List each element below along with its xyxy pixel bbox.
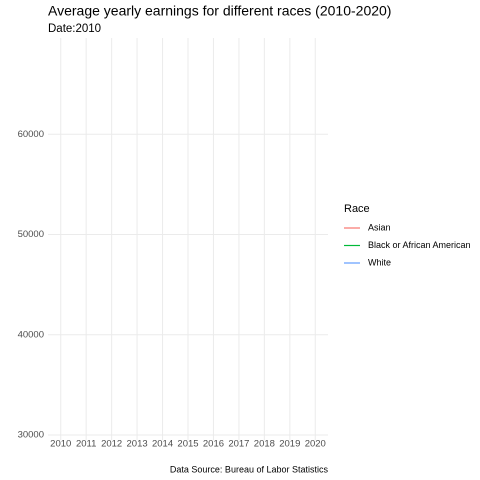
x-tick-label: 2011 (76, 439, 96, 450)
legend-title: Race (344, 203, 370, 215)
x-tick-label: 2013 (127, 439, 148, 450)
chart-subtitle: Date:2010 (48, 23, 101, 35)
caption: Data Source: Bureau of Labor Statistics (170, 464, 329, 474)
x-tick-label: 2010 (50, 439, 71, 450)
x-tick-label: 2020 (305, 439, 326, 450)
x-tick-label: 2017 (228, 439, 249, 450)
legend-label: White (368, 257, 391, 267)
y-tick-label: 50000 (18, 229, 44, 240)
x-tick-label: 2016 (203, 439, 224, 450)
x-tick-label: 2019 (279, 439, 300, 450)
y-tick-label: 40000 (18, 329, 44, 340)
y-tick-label: 60000 (18, 129, 44, 140)
legend-label: Asian (368, 222, 391, 232)
chart-title: Average yearly earnings for different ra… (48, 3, 391, 19)
x-tick-label: 2018 (254, 439, 275, 450)
legend-label: Black or African American (368, 240, 471, 250)
x-tick-label: 2014 (152, 439, 173, 450)
y-tick-label: 30000 (18, 430, 44, 441)
x-tick-label: 2012 (101, 439, 122, 450)
x-tick-label: 2015 (177, 439, 198, 450)
